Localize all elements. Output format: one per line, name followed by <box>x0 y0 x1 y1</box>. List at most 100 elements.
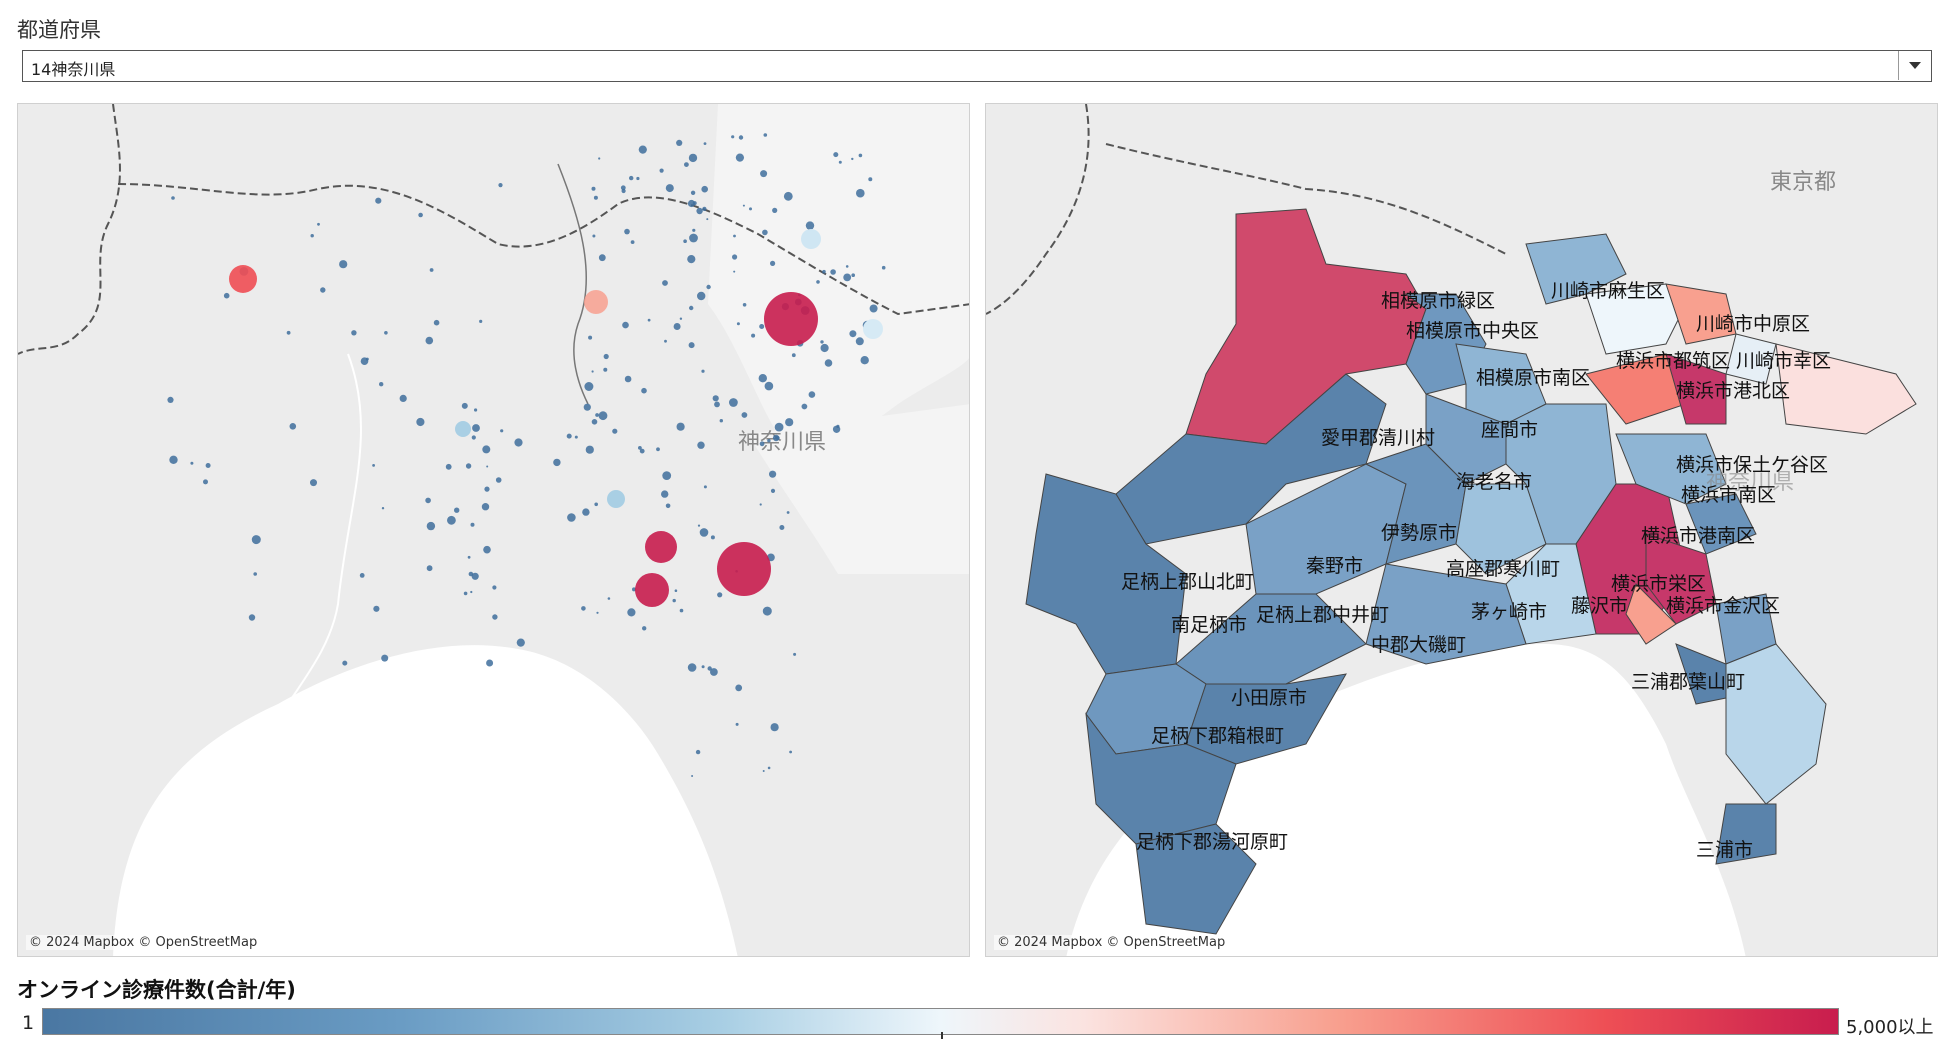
data-point[interactable] <box>676 139 683 146</box>
data-point[interactable] <box>592 234 596 238</box>
data-point[interactable] <box>824 359 833 367</box>
data-point[interactable] <box>735 684 743 692</box>
data-point[interactable] <box>733 270 736 273</box>
data-point[interactable] <box>703 485 707 489</box>
data-point[interactable] <box>822 269 826 274</box>
data-point[interactable] <box>492 585 497 590</box>
map-attribution[interactable]: © 2024 Mapbox © OpenStreetMap <box>26 935 261 950</box>
data-point[interactable] <box>770 723 779 732</box>
data-point[interactable] <box>638 446 642 450</box>
region-oiso[interactable] <box>1365 563 1527 665</box>
data-point[interactable] <box>584 382 594 391</box>
data-point[interactable] <box>881 265 886 270</box>
data-point[interactable] <box>229 265 257 293</box>
data-point[interactable] <box>205 463 211 468</box>
data-point[interactable] <box>687 663 697 672</box>
data-point[interactable] <box>641 387 647 394</box>
data-point[interactable] <box>688 153 698 163</box>
data-point[interactable] <box>582 508 590 516</box>
data-point[interactable] <box>566 433 572 439</box>
data-point[interactable] <box>320 287 326 293</box>
data-point[interactable] <box>630 240 635 245</box>
data-point[interactable] <box>426 565 433 572</box>
data-point[interactable] <box>764 292 818 346</box>
data-point[interactable] <box>742 303 747 307</box>
data-point[interactable] <box>581 606 586 611</box>
data-point[interactable] <box>762 770 765 772</box>
data-point[interactable] <box>447 515 456 525</box>
data-point[interactable] <box>706 284 711 290</box>
data-point[interactable] <box>770 260 776 266</box>
data-point[interactable] <box>690 190 696 195</box>
data-point[interactable] <box>733 234 736 238</box>
data-point[interactable] <box>691 775 694 777</box>
data-point[interactable] <box>426 521 436 531</box>
data-point[interactable] <box>470 590 473 594</box>
data-point[interactable] <box>622 321 629 329</box>
data-point[interactable] <box>673 323 681 330</box>
data-point[interactable] <box>836 424 840 428</box>
data-point[interactable] <box>706 218 709 221</box>
data-point[interactable] <box>683 239 687 243</box>
region-sagamihara-midori[interactable] <box>1185 208 1427 445</box>
data-point[interactable] <box>482 445 491 454</box>
data-point[interactable] <box>845 265 849 268</box>
region-ebina[interactable] <box>1425 393 1507 485</box>
data-point[interactable] <box>687 255 696 264</box>
data-point[interactable] <box>856 188 865 198</box>
data-point[interactable] <box>707 666 712 671</box>
choropleth-map[interactable]: 東京都 神奈川県 相模原 <box>985 103 1938 957</box>
data-point[interactable] <box>636 176 640 181</box>
region-tsuzuki[interactable] <box>1585 283 1687 355</box>
data-point[interactable] <box>851 273 855 277</box>
data-point[interactable] <box>639 448 645 454</box>
data-point[interactable] <box>735 722 739 726</box>
chevron-down-icon[interactable] <box>1898 51 1931 80</box>
data-point[interactable] <box>429 268 434 272</box>
data-point[interactable] <box>849 330 857 338</box>
data-point[interactable] <box>735 153 745 162</box>
data-point[interactable] <box>516 638 525 647</box>
data-point[interactable] <box>607 490 625 508</box>
data-point[interactable] <box>656 447 660 452</box>
data-point[interactable] <box>695 749 701 755</box>
data-point[interactable] <box>701 185 708 193</box>
data-point[interactable] <box>203 479 208 485</box>
data-point[interactable] <box>662 280 668 286</box>
data-point[interactable] <box>479 319 483 323</box>
data-point[interactable] <box>467 555 471 559</box>
data-point[interactable] <box>591 186 596 191</box>
data-point[interactable] <box>863 319 883 339</box>
data-point[interactable] <box>474 408 478 412</box>
data-point[interactable] <box>632 587 636 592</box>
data-point[interactable] <box>699 528 709 537</box>
data-point[interactable] <box>751 333 756 338</box>
data-point[interactable] <box>645 531 677 563</box>
data-point[interactable] <box>470 522 475 527</box>
data-point[interactable] <box>696 207 703 215</box>
data-point[interactable] <box>486 659 494 667</box>
data-point[interactable] <box>763 133 768 137</box>
data-point[interactable] <box>838 160 842 164</box>
data-point[interactable] <box>772 207 778 213</box>
data-point[interactable] <box>365 357 369 361</box>
data-point[interactable] <box>603 353 609 360</box>
data-point[interactable] <box>860 356 869 365</box>
data-point[interactable] <box>855 337 864 346</box>
data-point[interactable] <box>762 229 768 236</box>
data-point[interactable] <box>598 254 606 262</box>
data-point[interactable] <box>635 573 669 607</box>
data-point[interactable] <box>169 455 178 464</box>
data-point[interactable] <box>701 665 705 669</box>
data-point[interactable] <box>764 381 774 391</box>
data-point[interactable] <box>701 369 705 373</box>
data-point[interactable] <box>759 441 765 447</box>
data-point[interactable] <box>858 153 863 158</box>
data-point[interactable] <box>717 592 723 598</box>
data-point[interactable] <box>621 188 626 194</box>
data-point[interactable] <box>384 331 388 335</box>
data-point[interactable] <box>717 542 771 596</box>
data-point[interactable] <box>514 438 523 447</box>
data-point[interactable] <box>594 502 598 507</box>
data-point[interactable] <box>714 401 720 408</box>
